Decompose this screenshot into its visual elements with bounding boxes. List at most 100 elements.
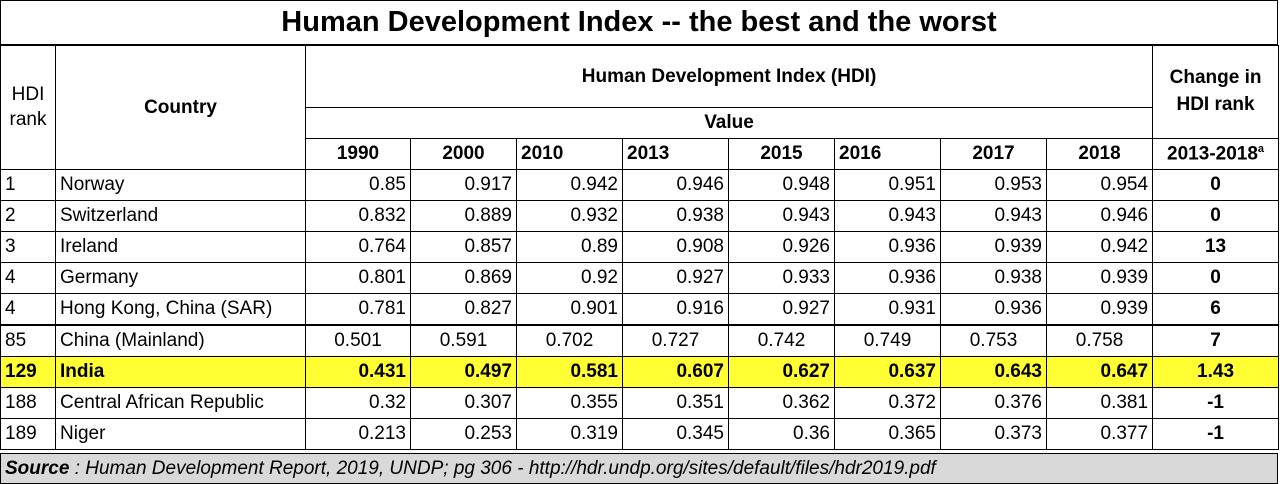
change-cell: 13 [1152, 231, 1280, 263]
value-cell: 0.943 [728, 200, 835, 232]
value-cell: 0.92 [516, 262, 623, 294]
country-cell: Switzerland [55, 200, 306, 232]
value-cell: 0.627 [728, 356, 835, 388]
country-cell: Niger [55, 418, 306, 450]
value-cell: 0.943 [940, 200, 1047, 232]
value-cell: 0.372 [834, 387, 941, 419]
value-cell: 0.827 [410, 293, 517, 326]
hdi-table: HDI rank Country Human Development Index… [0, 45, 1280, 450]
year-header: 2016 [834, 138, 941, 170]
value-cell: 0.951 [834, 169, 941, 201]
rank-cell: 1 [0, 169, 56, 201]
value-cell: 0.942 [1045, 231, 1154, 263]
country-cell: China (Mainland) [55, 324, 306, 357]
change-header: Change in HDI rank [1152, 45, 1280, 139]
rank-cell: 2 [0, 200, 56, 232]
value-cell: 0.373 [940, 418, 1047, 450]
value-cell: 0.857 [410, 231, 517, 263]
year-header: 2015 [728, 138, 835, 170]
year-header: 1990 [305, 138, 411, 170]
rank-cell: 188 [0, 387, 56, 419]
value-cell: 0.591 [410, 324, 517, 357]
value-cell: 0.365 [834, 418, 941, 450]
value-cell: 0.781 [305, 293, 411, 326]
country-cell: Norway [55, 169, 306, 201]
value-cell: 0.916 [622, 293, 729, 326]
value-cell: 0.801 [305, 262, 411, 294]
value-cell: 0.362 [728, 387, 835, 419]
table-row: 2 Switzerland 0.832 0.889 0.932 0.938 0.943 0.9… [0, 200, 1280, 232]
value-cell: 0.939 [1045, 293, 1154, 326]
table-row: 129 India 0.431 0.497 0.581 0.607 0.627 0.637 0.… [0, 356, 1280, 388]
source-text: : Human Development Report, 2019, UNDP; … [69, 457, 936, 479]
value-cell: 0.939 [940, 231, 1047, 263]
value-cell: 0.931 [834, 293, 941, 326]
change-cell: -1 [1152, 387, 1280, 419]
value-cell: 0.758 [1045, 324, 1154, 357]
value-cell: 0.431 [305, 356, 411, 388]
value-cell: 0.927 [622, 262, 729, 294]
value-cell: 0.581 [516, 356, 623, 388]
value-cell: 0.953 [940, 169, 1047, 201]
value-cell: 0.936 [940, 293, 1047, 326]
country-cell: Ireland [55, 231, 306, 263]
value-cell: 0.351 [622, 387, 729, 419]
value-cell: 0.946 [622, 169, 729, 201]
country-cell: India [55, 356, 306, 388]
value-cell: 0.607 [622, 356, 729, 388]
rank-cell: 85 [0, 324, 56, 357]
year-header: 2017 [940, 138, 1047, 170]
table-row: 4 Hong Kong, China (SAR) 0.781 0.827 0.901 0.… [0, 293, 1280, 326]
value-cell: 0.936 [834, 231, 941, 263]
source-note: Source : Human Development Report, 2019,… [0, 453, 1278, 484]
hdi-header: Human Development Index (HDI) [304, 45, 1154, 108]
value-cell: 0.939 [1045, 262, 1154, 294]
value-cell: 0.889 [410, 200, 517, 232]
value-cell: 0.917 [410, 169, 517, 201]
value-cell: 0.376 [940, 387, 1047, 419]
value-cell: 0.345 [622, 418, 729, 450]
value-cell: 0.253 [410, 418, 517, 450]
value-cell: 0.753 [940, 324, 1047, 357]
value-cell: 0.932 [516, 200, 623, 232]
value-cell: 0.926 [728, 231, 835, 263]
value-cell: 0.933 [728, 262, 835, 294]
rank-cell: 189 [0, 418, 56, 450]
value-cell: 0.832 [305, 200, 411, 232]
value-cell: 0.643 [940, 356, 1047, 388]
value-cell: 0.377 [1045, 418, 1154, 450]
value-cell: 0.901 [516, 293, 623, 326]
value-cell: 0.497 [410, 356, 517, 388]
value-cell: 0.355 [516, 387, 623, 419]
year-header: 2018 [1045, 138, 1154, 170]
value-cell: 0.869 [410, 262, 517, 294]
change-cell: 0 [1152, 200, 1280, 232]
change-cell: 0 [1152, 169, 1280, 201]
value-cell: 0.381 [1045, 387, 1154, 419]
table-row: 189 Niger 0.213 0.253 0.319 0.345 0.36 0.365 0.3… [0, 418, 1280, 450]
change-cell: 0 [1152, 262, 1280, 294]
year-header: 2010 [516, 138, 623, 170]
change-period-header: 2013-2018a [1152, 138, 1280, 170]
value-cell: 0.501 [305, 324, 411, 357]
rank-cell: 4 [0, 262, 56, 294]
country-cell: Hong Kong, China (SAR) [55, 293, 306, 326]
value-cell: 0.647 [1045, 356, 1154, 388]
change-cell: 6 [1152, 293, 1280, 326]
value-cell: 0.32 [305, 387, 411, 419]
value-cell: 0.764 [305, 231, 411, 263]
source-label: Source [5, 457, 70, 479]
table-row: 4 Germany 0.801 0.869 0.92 0.927 0.933 0.936 0.9… [0, 262, 1280, 294]
year-header: 2013 [622, 138, 729, 170]
country-cell: Central African Republic [55, 387, 306, 419]
value-cell: 0.938 [940, 262, 1047, 294]
change-cell: 7 [1152, 324, 1280, 357]
year-header: 2000 [410, 138, 517, 170]
change-cell: -1 [1152, 418, 1280, 450]
value-cell: 0.942 [516, 169, 623, 201]
value-cell: 0.307 [410, 387, 517, 419]
value-cell: 0.36 [728, 418, 835, 450]
value-cell: 0.954 [1045, 169, 1154, 201]
country-header: Country [55, 45, 306, 170]
page-title: Human Development Index -- the best and … [0, 0, 1278, 45]
